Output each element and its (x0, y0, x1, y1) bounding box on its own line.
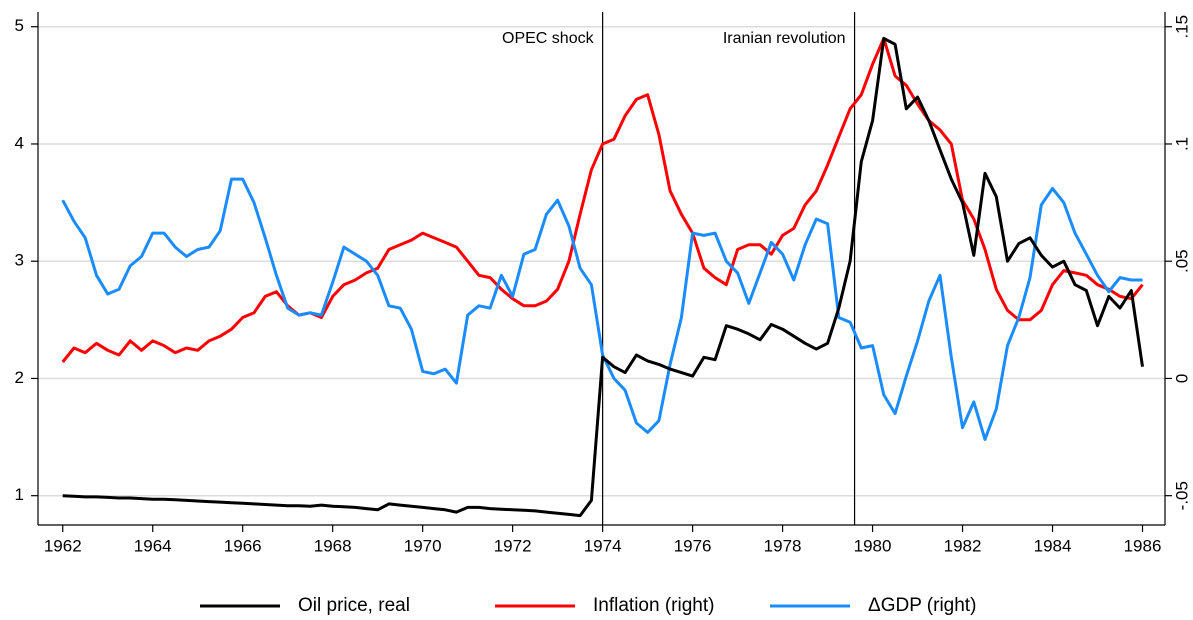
y-tick-label: 2 (15, 368, 24, 387)
x-tick-label: 1978 (764, 536, 802, 555)
x-tick-label: 1970 (404, 536, 442, 555)
y2-tick-label: 0 (1172, 374, 1191, 383)
y2-tick-label: .15 (1172, 15, 1191, 39)
series-line (62, 36, 1144, 518)
y-tick-label: 3 (15, 251, 24, 270)
x-tick-label: 1976 (674, 536, 712, 555)
y2-tick-label: .1 (1172, 137, 1191, 151)
x-tick-label: 1968 (314, 536, 352, 555)
y2-tick-label: -.05 (1172, 481, 1191, 510)
legend-label: Inflation (right) (593, 595, 714, 616)
event-label: Iranian revolution (723, 30, 846, 47)
x-tick-label: 1974 (584, 536, 622, 555)
x-tick-label: 1984 (1034, 536, 1072, 555)
series-line (61, 177, 1143, 441)
x-tick-label: 1980 (854, 536, 892, 555)
x-tick-label: 1966 (224, 536, 262, 555)
x-tick-label: 1962 (44, 536, 82, 555)
event-label: OPEC shock (502, 30, 595, 47)
x-tick-label: 1972 (494, 536, 532, 555)
y2-tick-label: .05 (1172, 249, 1191, 273)
y-tick-label: 5 (15, 16, 24, 35)
x-tick-label: 1986 (1124, 536, 1162, 555)
x-tick-label: 1964 (134, 536, 172, 555)
legend-label: ΔGDP (right) (868, 595, 976, 616)
y-tick-label: 1 (15, 485, 24, 504)
legend-label: Oil price, real (298, 595, 410, 616)
x-tick-label: 1982 (944, 536, 982, 555)
y-tick-label: 4 (15, 133, 24, 152)
